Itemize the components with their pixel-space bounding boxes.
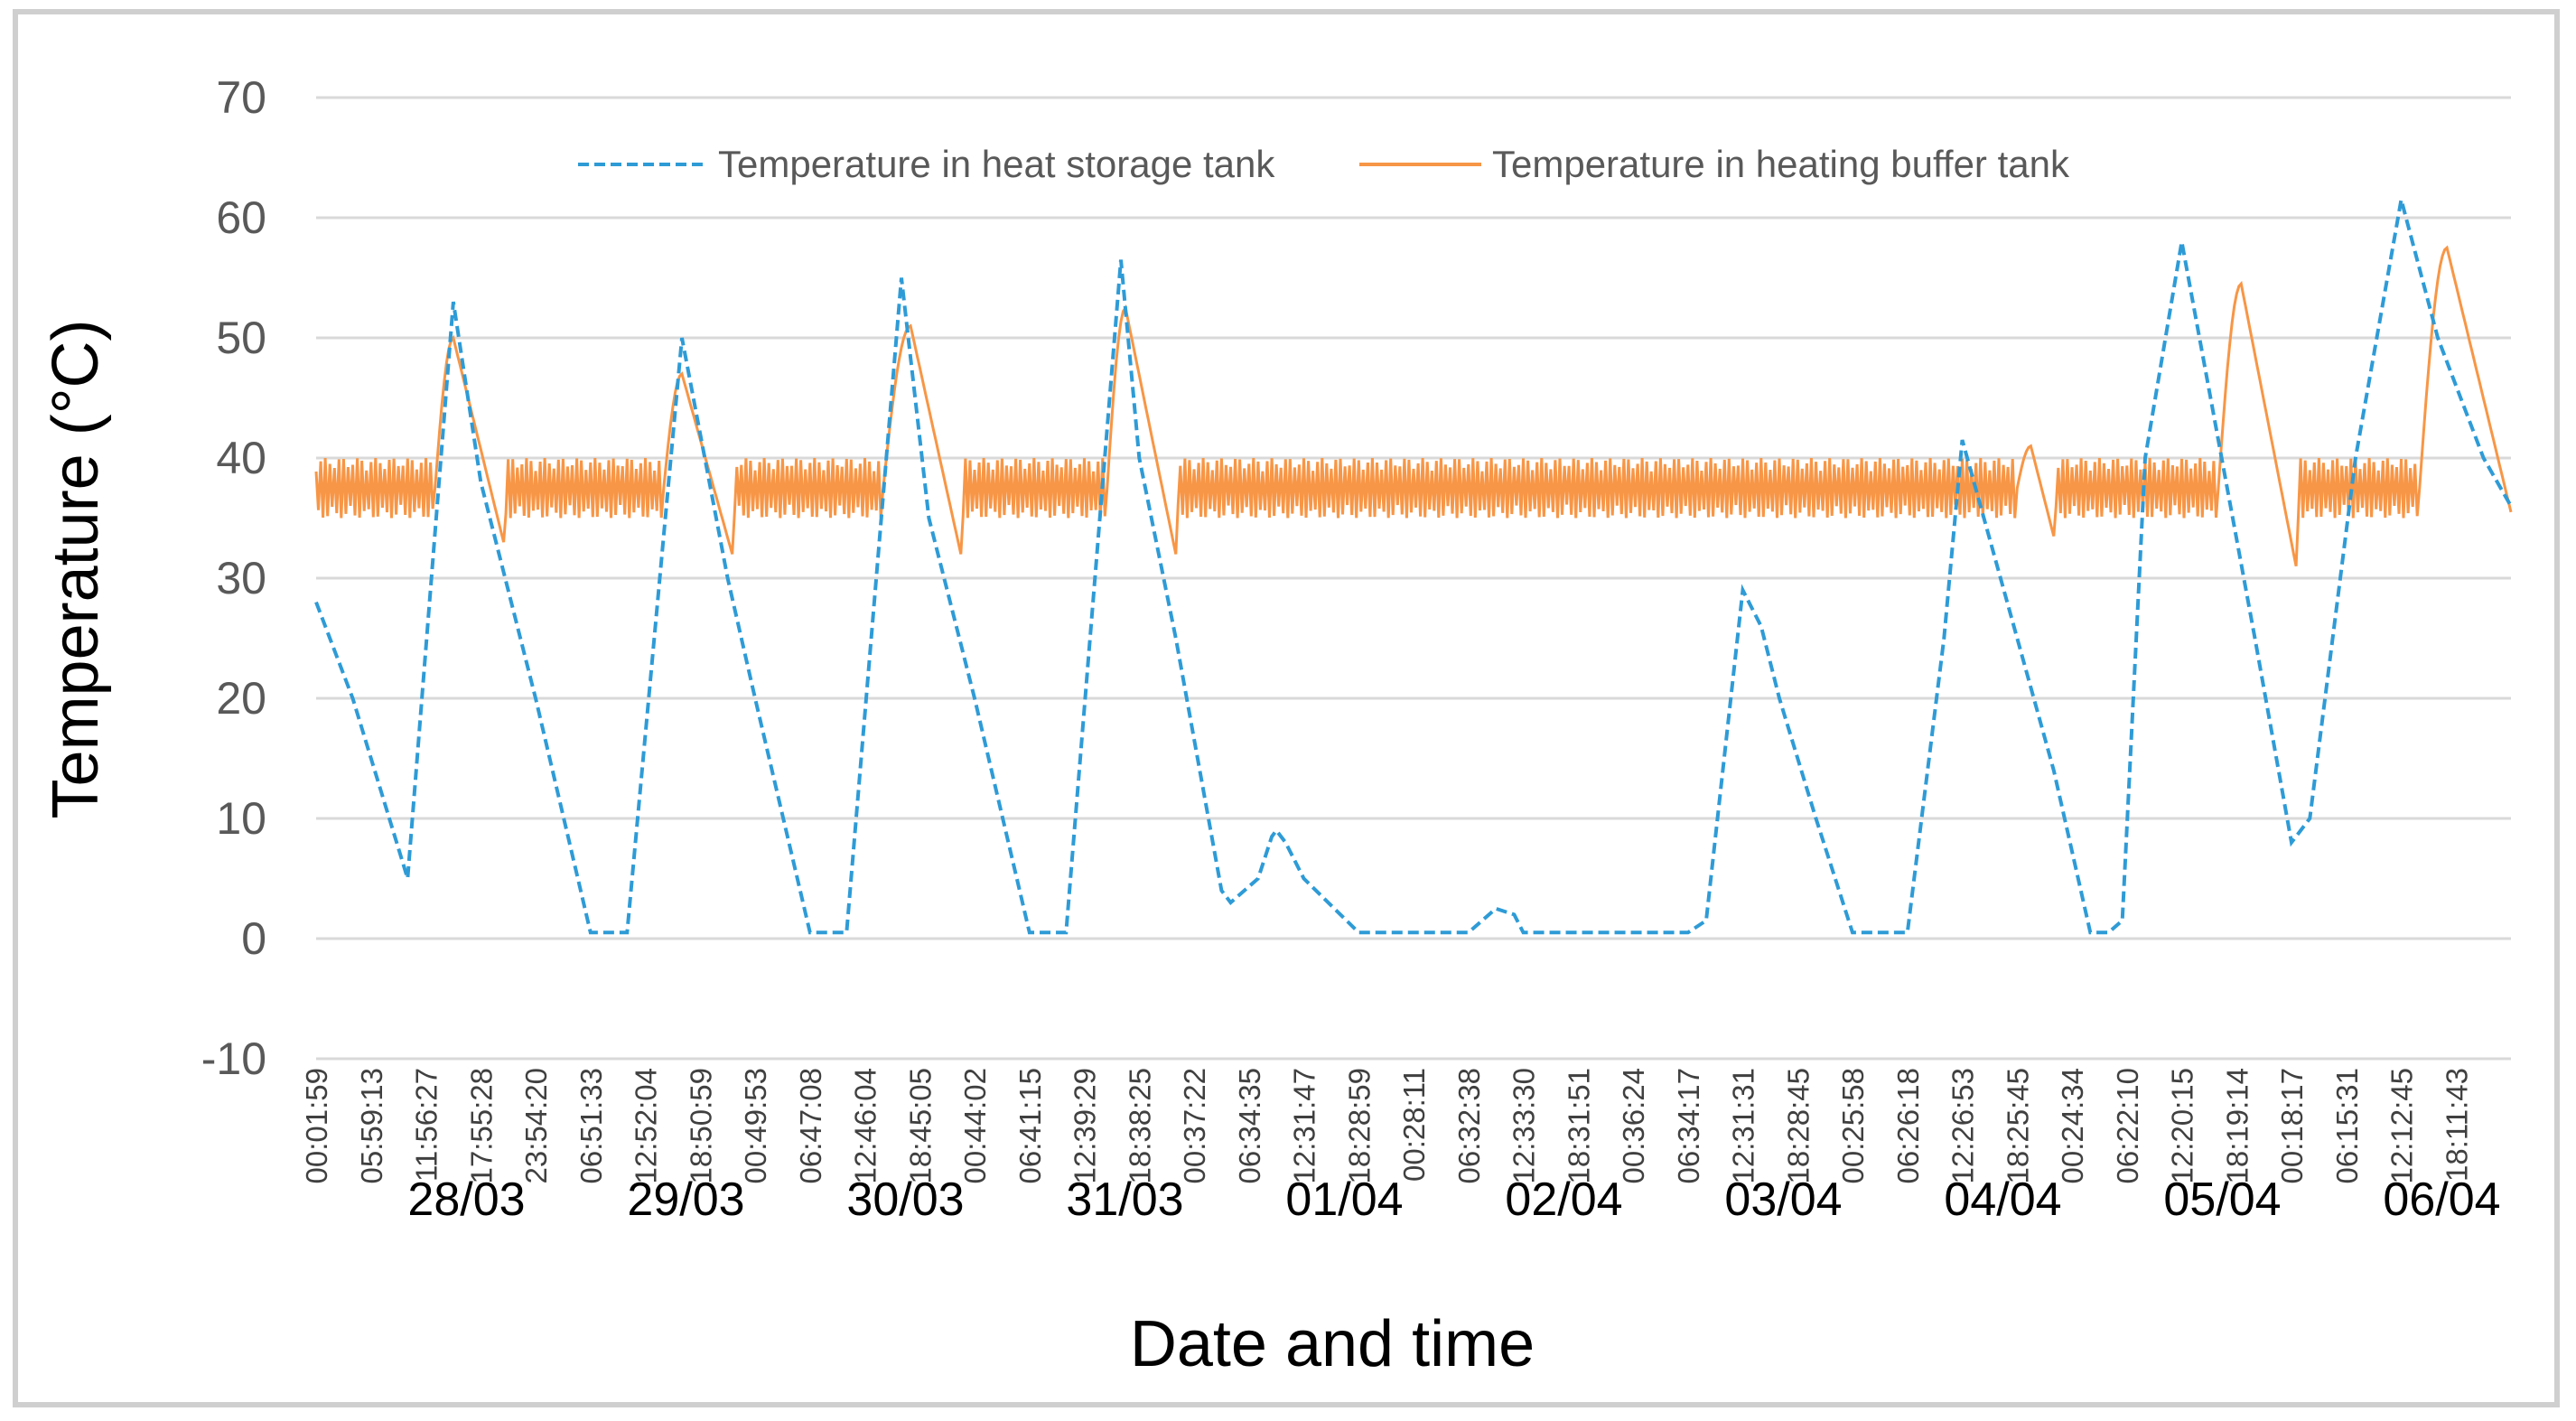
x-tick-label: 00:28:11 (1397, 1068, 1431, 1182)
date-label: 30/03 (846, 1173, 964, 1226)
date-label: 05/04 (2163, 1173, 2281, 1226)
y-axis-title: Temperature (°C) (40, 320, 112, 819)
x-tick-label: 17:55:28 (464, 1068, 498, 1183)
x-tick-label: 00:44:02 (958, 1068, 992, 1183)
gridlines (316, 96, 2511, 1061)
x-tick-label: 06:34:35 (1233, 1068, 1266, 1183)
date-label: 31/03 (1066, 1173, 1183, 1226)
y-tick-label: 50 (216, 313, 266, 363)
date-label: 06/04 (2383, 1173, 2500, 1226)
series-heat-storage-tank (314, 199, 2513, 935)
series-lines (314, 199, 2513, 935)
legend: Temperature in heat storage tank Tempera… (578, 143, 2070, 185)
x-tick-label: 06:47:08 (794, 1068, 827, 1183)
x-tick-label: 00:37:22 (1178, 1068, 1211, 1183)
y-tick-label: 10 (216, 793, 266, 844)
x-tick-label: 12:26:53 (1946, 1068, 1980, 1183)
x-tick-label: 12:39:29 (1069, 1068, 1102, 1183)
x-tick-label: 12:46:04 (849, 1068, 882, 1183)
chart-frame (13, 9, 2560, 1407)
x-tick-label: 00:24:34 (2056, 1068, 2089, 1183)
x-tick-label: 00:01:59 (300, 1068, 333, 1183)
x-tick-label: 18:50:59 (684, 1068, 717, 1183)
date-label: 02/04 (1505, 1173, 1622, 1226)
y-axis-ticks: -10 0 10 20 30 40 50 60 70 (201, 72, 266, 1084)
x-axis-title: Date and time (1130, 1308, 1535, 1380)
x-tick-label: 06:26:18 (1891, 1068, 1925, 1183)
y-tick-label: -10 (201, 1033, 266, 1084)
x-tick-label: 18:11:43 (2440, 1068, 2473, 1182)
x-tick-label: 12:52:04 (630, 1068, 663, 1183)
x-tick-label: 05:59:13 (355, 1068, 388, 1183)
series-heating-buffer-tank (314, 245, 2513, 566)
x-tick-label: 18:25:45 (2001, 1068, 2034, 1183)
x-tick-label: 18:19:14 (2220, 1068, 2254, 1183)
x-tick-label: 06:41:15 (1013, 1068, 1047, 1183)
x-tick-label: 06:51:33 (574, 1068, 608, 1183)
date-label: 29/03 (627, 1173, 744, 1226)
y-tick-label: 40 (216, 433, 266, 483)
x-tick-label: 06:34:17 (1672, 1068, 1705, 1183)
x-tick-label: 06:22:10 (2111, 1068, 2144, 1183)
y-tick-label: 60 (216, 192, 266, 243)
x-tick-label: 12:20:15 (2166, 1068, 2199, 1183)
legend-label-heat-storage: Temperature in heat storage tank (718, 143, 1275, 185)
y-tick-label: 20 (216, 673, 266, 724)
date-label: 03/04 (1724, 1173, 1842, 1226)
x-tick-label: 18:45:05 (903, 1068, 937, 1183)
x-tick-label: 18:38:25 (1123, 1068, 1156, 1183)
x-tick-label: 12:33:30 (1507, 1068, 1541, 1183)
x-tick-label: 00:18:17 (2275, 1068, 2309, 1183)
x-tick-label: 18:28:45 (1781, 1068, 1815, 1183)
x-axis-ticks: 00:01:59 05:59:13 11:56:27 17:55:28 23:54:20… (300, 1068, 2473, 1183)
y-tick-label: 30 (216, 553, 266, 603)
legend-label-heating-buffer: Temperature in heating buffer tank (1492, 143, 2070, 185)
x-tick-label: 00:36:24 (1617, 1068, 1650, 1183)
date-label: 28/03 (407, 1173, 525, 1226)
y-tick-label: 0 (241, 913, 266, 964)
x-tick-label: 23:54:20 (519, 1068, 553, 1183)
x-tick-label: 00:49:53 (739, 1068, 772, 1183)
x-tick-label: 06:32:38 (1452, 1068, 1486, 1183)
x-tick-label: 00:25:58 (1836, 1068, 1870, 1183)
x-tick-label: 12:31:47 (1288, 1068, 1321, 1183)
x-tick-label: 18:31:51 (1562, 1068, 1595, 1183)
date-label: 01/04 (1285, 1173, 1403, 1226)
date-labels: 28/03 29/03 30/03 31/03 01/04 02/04 03/04 04/04… (407, 1173, 2500, 1226)
x-tick-label: 11:56:27 (410, 1068, 443, 1182)
x-tick-label: 06:15:31 (2330, 1068, 2364, 1183)
x-tick-label: 12:31:31 (1727, 1068, 1760, 1183)
x-tick-label: 18:28:59 (1342, 1068, 1376, 1183)
date-label: 04/04 (1944, 1173, 2061, 1226)
y-tick-label: 70 (216, 72, 266, 123)
x-tick-label: 12:12:45 (2385, 1068, 2419, 1183)
